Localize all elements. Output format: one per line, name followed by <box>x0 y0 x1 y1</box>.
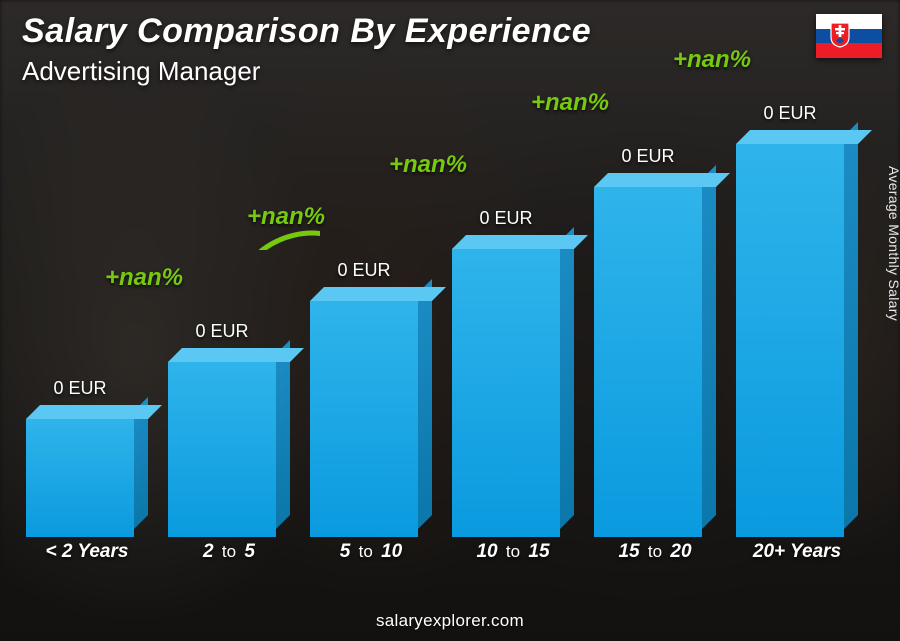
bar-side <box>418 279 432 529</box>
bar-value-label: 0 EUR <box>736 103 844 124</box>
bar-5: 0 EUR <box>736 100 858 537</box>
bar-top-face <box>452 235 588 249</box>
bar-top-face <box>736 130 872 144</box>
flag-crest-icon <box>830 22 850 48</box>
bar-4: 0 EUR <box>594 100 716 537</box>
flag-slovakia <box>816 14 882 58</box>
x-label-0: < 2 Years <box>26 541 148 571</box>
bar-side <box>560 227 574 529</box>
footer-credit: salaryexplorer.com <box>0 611 900 631</box>
bar-value-label: 0 EUR <box>310 260 418 281</box>
x-label-4: 15 to 20 <box>594 541 716 571</box>
bar-2: 0 EUR <box>310 100 432 537</box>
bar-top-face <box>594 173 730 187</box>
bar-side <box>844 122 858 529</box>
y-axis-label: Average Monthly Salary <box>886 166 900 321</box>
bar-top-face <box>26 405 162 419</box>
x-axis-labels: < 2 Years 2 to 5 5 to 10 10 to 15 15 to 20 20… <box>20 541 864 571</box>
bar-front <box>594 187 702 537</box>
bar-value-label: 0 EUR <box>26 378 134 399</box>
bar-value-label: 0 EUR <box>168 321 276 342</box>
chart-subtitle: Advertising Manager <box>22 56 260 87</box>
bar-top-face <box>310 287 446 301</box>
x-label-1: 2 to 5 <box>168 541 290 571</box>
bar-top-face <box>168 348 304 362</box>
bar-3: 0 EUR <box>452 100 574 537</box>
bar-0: 0 EUR <box>26 100 148 537</box>
x-label-2: 5 to 10 <box>310 541 432 571</box>
x-label-5: 20+ Years <box>736 541 858 571</box>
bar-side <box>276 340 290 529</box>
bar-value-label: 0 EUR <box>452 208 560 229</box>
bar-front <box>736 144 844 537</box>
bar-front <box>310 301 418 537</box>
x-label-3: 10 to 15 <box>452 541 574 571</box>
bar-value-label: 0 EUR <box>594 146 702 167</box>
chart-title: Salary Comparison By Experience <box>22 12 591 51</box>
bars-container: 0 EUR 0 EUR 0 EUR 0 EUR 0 EUR 0 EUR <box>20 100 864 537</box>
bar-front <box>452 249 560 537</box>
bar-chart: 0 EUR0 EUR0 EUR0 EUR0 EUR0 EUR +nan%+nan… <box>20 100 864 571</box>
bar-1: 0 EUR <box>168 100 290 537</box>
bar-front <box>168 362 276 537</box>
bar-side <box>702 165 716 529</box>
infographic-stage: Salary Comparison By Experience Advertis… <box>0 0 900 641</box>
bar-front <box>26 419 134 537</box>
